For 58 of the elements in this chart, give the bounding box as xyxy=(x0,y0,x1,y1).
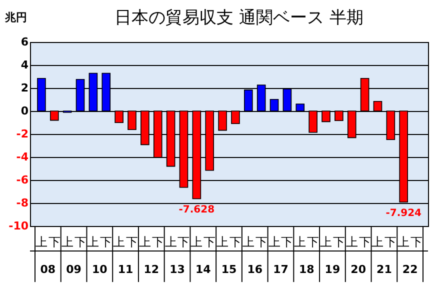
y-tick-label: -8 xyxy=(16,196,28,210)
text: 16 xyxy=(247,263,263,276)
y-tick-label: -6 xyxy=(16,174,29,186)
x-tick-label: 下 xyxy=(384,235,397,249)
x-tick-label: 下 xyxy=(74,235,86,249)
x-tick-label: 上 xyxy=(398,235,410,249)
x-tick-label: 上 xyxy=(294,235,306,249)
text: 19 xyxy=(324,263,340,276)
text: 08 xyxy=(40,263,56,276)
x-tick-label: 下 xyxy=(229,235,242,249)
x-tick-label: 上 xyxy=(87,235,100,249)
x-tick-label: 上 xyxy=(138,235,151,249)
x-tick-label: 下 xyxy=(178,235,190,249)
x-tick-label: 下 xyxy=(255,235,268,249)
y-axis-title: 兆円 xyxy=(4,11,27,24)
text: 21 xyxy=(376,263,392,276)
text: 09 xyxy=(66,263,82,276)
y-tick-label: 4 xyxy=(20,58,29,72)
text: 18 xyxy=(298,263,314,276)
data-label: -7.924 xyxy=(386,208,422,220)
x-tick-label: 下 xyxy=(204,235,216,249)
x-tick-label: 上 xyxy=(164,235,177,249)
x-tick-label: 上 xyxy=(346,235,358,249)
x-tick-label: 下 xyxy=(152,235,164,249)
text: 17 xyxy=(273,263,288,276)
x-tick-label: 下 xyxy=(358,235,371,249)
x-tick-label: 上 xyxy=(320,235,332,249)
y-tick-label: -4 xyxy=(16,150,29,164)
x-tick-label: 下 xyxy=(332,235,345,249)
x-tick-label: 下 xyxy=(48,235,60,249)
y-tick-label: 6 xyxy=(20,36,29,48)
chart-title: 日本の貿易収支 通関ベース 半期 xyxy=(114,8,364,28)
x-tick-label: 上 xyxy=(35,235,48,249)
x-tick-label: 上 xyxy=(242,235,254,249)
x-tick-label: 上 xyxy=(61,235,74,249)
x-tick-label: 下 xyxy=(126,235,138,249)
y-tick-label: -2 xyxy=(16,128,28,140)
x-tick-label: 上 xyxy=(216,235,229,249)
y-tick-label: -10 xyxy=(8,220,29,232)
x-tick-label: 下 xyxy=(281,235,294,249)
text: 11 xyxy=(118,263,134,276)
y-tick-label: 2 xyxy=(20,82,28,94)
x-tick-label: 上 xyxy=(190,235,203,249)
y-tick-label: 0 xyxy=(20,104,29,118)
text: 10 xyxy=(92,263,108,276)
x-tick-label: 下 xyxy=(100,235,112,249)
text: 20 xyxy=(350,263,366,276)
text: 14 xyxy=(195,263,212,276)
x-tick-label: 下 xyxy=(307,235,320,249)
text: 15 xyxy=(221,263,237,276)
x-tick-label: 上 xyxy=(113,235,126,249)
x-tick-label: 下 xyxy=(410,235,423,249)
x-tick-label: 上 xyxy=(268,235,280,249)
text: 13 xyxy=(170,263,185,276)
x-tick-label: 上 xyxy=(372,235,384,249)
text: 12 xyxy=(144,263,160,276)
text: 22 xyxy=(402,263,418,276)
data-label: -7.628 xyxy=(178,204,215,216)
